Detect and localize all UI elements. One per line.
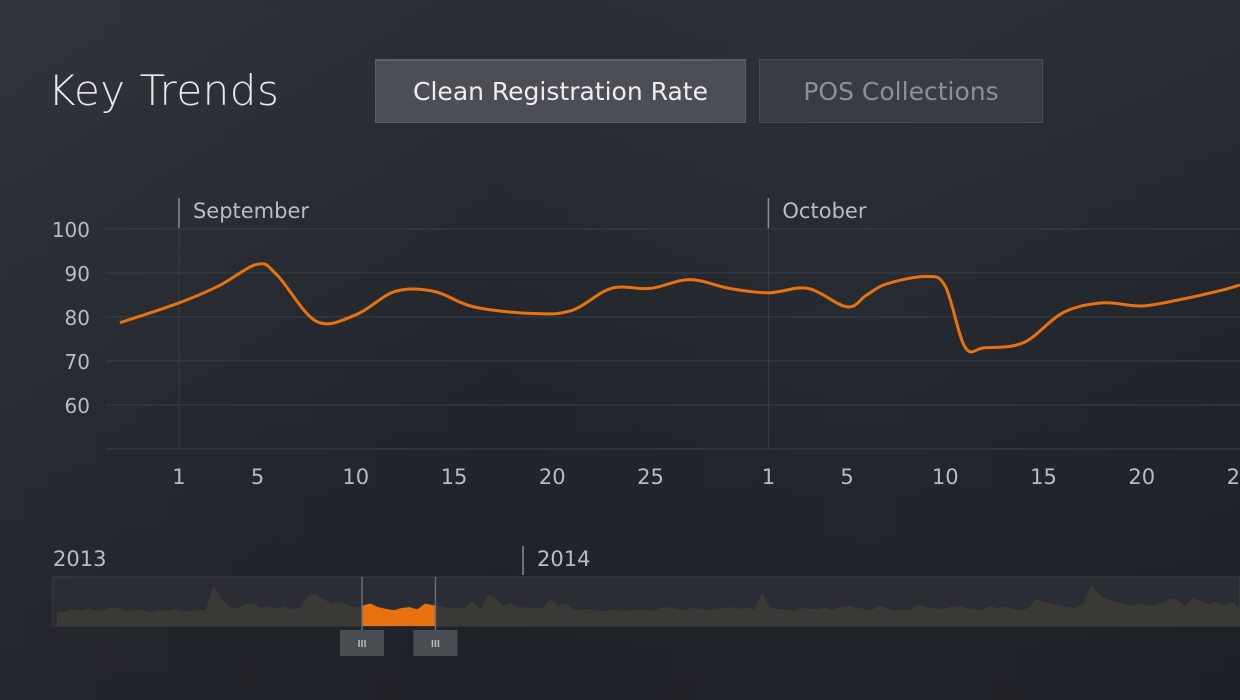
- x-tick-label: 20: [1128, 465, 1155, 489]
- month-label: September: [193, 199, 309, 223]
- y-tick-label: 60: [65, 394, 90, 418]
- page-title: Key Trends: [48, 66, 280, 115]
- tab-clean-registration-rate[interactable]: Clean Registration Rate: [375, 59, 746, 123]
- x-tick-label: 1: [172, 465, 185, 489]
- x-tick-label: 20: [539, 465, 566, 489]
- month-label: October: [782, 199, 866, 223]
- y-tick-label: 100: [52, 218, 90, 242]
- year-label: 2014: [537, 547, 590, 571]
- x-tick-label: 10: [342, 465, 369, 489]
- y-tick-label: 80: [65, 306, 90, 330]
- y-tick-label: 70: [65, 350, 90, 374]
- x-tick-label: 25: [1227, 465, 1240, 489]
- series-line: [119, 262, 1240, 354]
- x-tick-label: 5: [840, 465, 853, 489]
- x-tick-label: 5: [251, 465, 264, 489]
- range-handle-left[interactable]: [340, 630, 385, 656]
- x-tick-label: 25: [637, 465, 664, 489]
- overview-area: [57, 585, 1240, 626]
- x-tick-label: 15: [1030, 465, 1057, 489]
- y-tick-label: 90: [65, 262, 90, 286]
- tab-pos-collections[interactable]: POS Collections: [759, 59, 1043, 123]
- overview-selected-area: [362, 603, 436, 626]
- x-tick-label: 1: [762, 465, 775, 489]
- x-tick-label: 15: [441, 465, 468, 489]
- year-label: 2013: [53, 547, 106, 571]
- range-handle-right[interactable]: [413, 630, 458, 656]
- x-tick-label: 10: [932, 465, 959, 489]
